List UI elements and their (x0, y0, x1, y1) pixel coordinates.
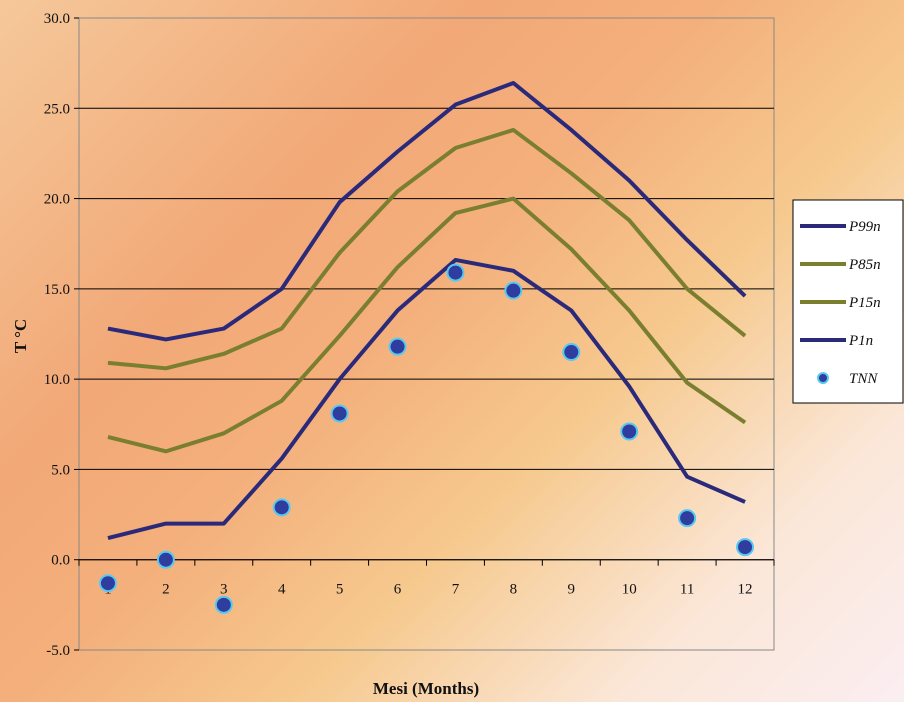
series-point-tnn (504, 281, 523, 300)
legend-label-p15n: P15n (848, 295, 881, 311)
x-axis-title: Mesi (Months) (373, 679, 479, 698)
series-point-tnn (388, 337, 407, 356)
series-point-tnn (98, 574, 117, 593)
grid (79, 107, 774, 561)
x-tick-label: 8 (510, 582, 518, 598)
y-axis-title: T °C (11, 319, 30, 353)
series-line-p99n (107, 81, 747, 342)
x-tick-label: 7 (452, 582, 460, 598)
series-point-tnn (446, 263, 465, 282)
legend-label-p1n: P1n (848, 333, 873, 349)
series-line-p85n (107, 127, 747, 371)
x-tick-label: 3 (220, 582, 228, 598)
series-line-p1n (107, 257, 746, 540)
legend-swatch-tnn (817, 372, 829, 384)
series-point-tnn (678, 509, 697, 528)
series-group (98, 81, 755, 614)
legend: P99n P85n P15n P1n TNN (792, 199, 904, 404)
y-tick-label: 25.0 (44, 101, 70, 117)
x-tick-label: 4 (278, 582, 286, 598)
y-tick-label: 10.0 (44, 372, 70, 388)
plot-area (78, 17, 775, 651)
series-point-tnn (562, 343, 581, 362)
x-axis: 123456789101112 (78, 559, 775, 598)
series-point-tnn (330, 404, 349, 423)
legend-label-p99n: P99n (848, 219, 881, 235)
series-point-tnn (620, 422, 639, 441)
y-axis: -5.0 0.0 5.0 10.0 15.0 20.0 25.0 30.0 (44, 11, 79, 659)
legend-label-p85n: P85n (848, 257, 881, 273)
x-tick-label: 5 (336, 582, 344, 598)
x-tick-label: 10 (622, 582, 637, 598)
x-tick-label: 9 (568, 582, 576, 598)
y-tick-label: 5.0 (51, 462, 70, 478)
series-point-tnn (156, 550, 175, 569)
legend-label-tnn: TNN (849, 371, 878, 387)
y-tick-label: 15.0 (44, 282, 70, 298)
series-point-tnn (214, 595, 233, 614)
series-line-p15n (107, 196, 747, 454)
series-point-tnn (272, 498, 291, 517)
y-tick-label: 0.0 (51, 553, 70, 569)
y-tick-label: -5.0 (46, 643, 70, 659)
x-tick-label: 6 (394, 582, 402, 598)
x-tick-label: 11 (680, 582, 694, 598)
y-tick-label: 30.0 (44, 11, 70, 27)
series-point-tnn (736, 538, 755, 557)
x-tick-label: 12 (738, 582, 753, 598)
x-tick-label: 2 (162, 582, 170, 598)
y-tick-label: 20.0 (44, 192, 70, 208)
